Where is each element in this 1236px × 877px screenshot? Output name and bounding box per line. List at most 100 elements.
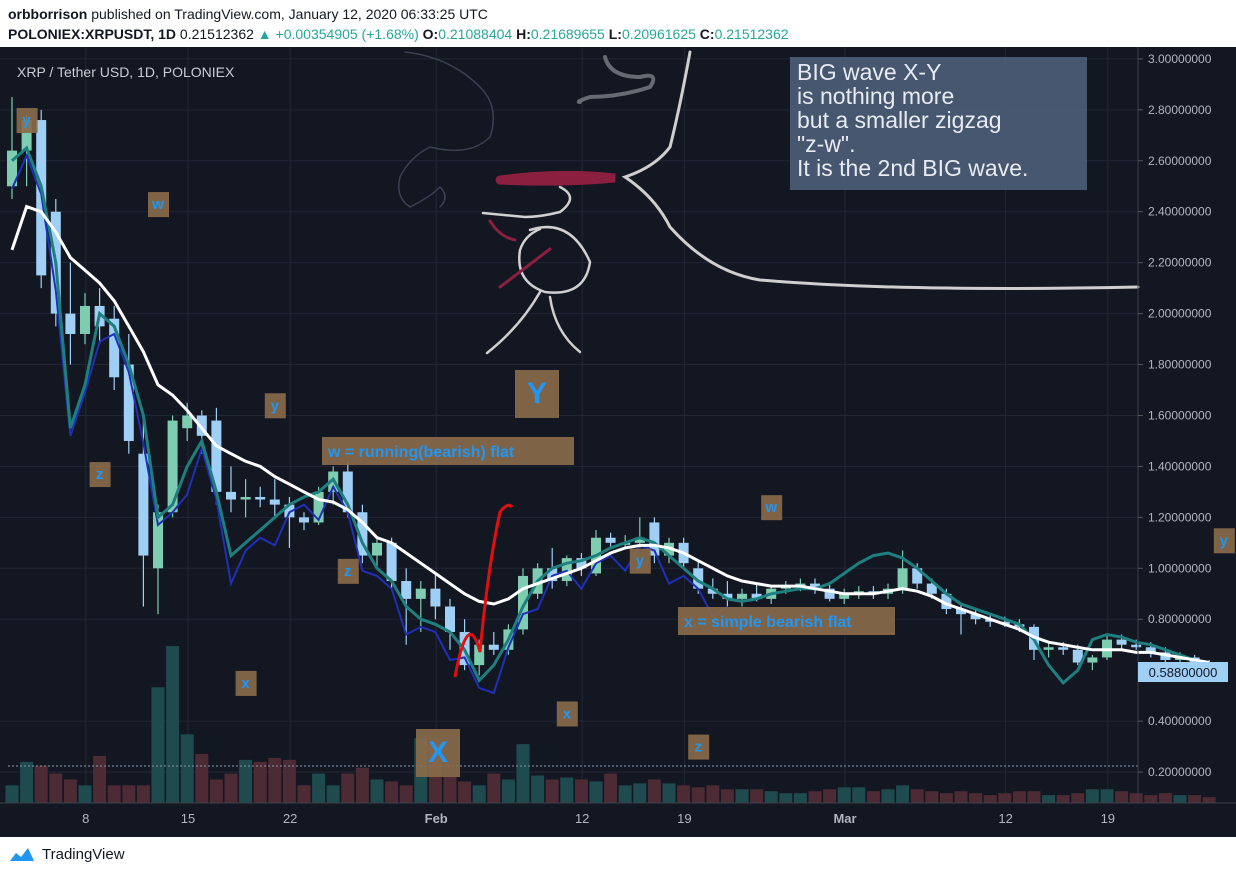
volume-bar <box>443 775 457 803</box>
y-tick-label: 3.00000000 <box>1148 52 1212 66</box>
hand-drawing <box>398 50 1140 355</box>
x-tick-label: 15 <box>181 811 195 826</box>
y-tick-label: 1.20000000 <box>1148 510 1212 524</box>
volume-bar <box>823 789 837 803</box>
y-tick-label: 0.80000000 <box>1148 612 1212 626</box>
annotation-text: BIG wave X-Y is nothing more but a smaller… <box>797 59 1028 181</box>
x-tick-label: 12 <box>998 811 1012 826</box>
volume-bar <box>662 783 676 803</box>
volume-bar <box>1158 793 1172 803</box>
x-tick-label: 22 <box>283 811 297 826</box>
volume-bar <box>399 785 413 803</box>
volume-bar <box>954 791 968 803</box>
candle-body <box>153 512 163 569</box>
volume-bar <box>341 773 355 803</box>
published-text: published on TradingView.com, January 12… <box>91 6 488 22</box>
candle-body <box>912 568 923 584</box>
volume-bar <box>618 785 632 803</box>
volume-bar <box>677 785 691 803</box>
wave-label-text: x <box>563 705 572 722</box>
wave-label-text: y <box>636 553 645 570</box>
candle-body <box>926 583 937 594</box>
price-chart[interactable]: ywzyzxyxzwyzw w = running(bearish) flat … <box>0 47 1236 837</box>
publish-line: orbborrison published on TradingView.com… <box>8 6 488 22</box>
wave-label-x: x <box>235 670 257 696</box>
candle-body <box>167 420 178 513</box>
annotation-line: is nothing more <box>797 83 954 109</box>
volume-bar <box>312 773 326 803</box>
volume-bar <box>209 779 223 803</box>
volume-bar <box>808 791 822 803</box>
low-label: L: <box>608 26 622 42</box>
y-tick-label: 2.40000000 <box>1148 205 1212 219</box>
x-flat-text: x = simple bearish flat <box>684 614 852 631</box>
candle-body <box>518 575 528 630</box>
y-tick-label: 2.80000000 <box>1148 103 1212 117</box>
candle-body <box>401 581 412 599</box>
tradingview-logo-text: TradingView <box>42 845 125 863</box>
volume-bar <box>983 795 997 803</box>
close-value: 0.21512362 <box>714 26 789 42</box>
wave-label-text: y <box>271 397 280 414</box>
high-label: H: <box>516 26 531 42</box>
wave-label-text: y <box>22 112 31 129</box>
volume-bar <box>136 785 150 803</box>
wave-label-text: z <box>344 563 352 580</box>
candle-body <box>561 558 572 582</box>
volume-bar <box>706 785 720 803</box>
volume-bar <box>326 785 340 803</box>
volume-bar <box>385 781 399 803</box>
y-tick-label: 2.00000000 <box>1148 307 1212 321</box>
y-axis: 0.20000000 0.40000000 0.80000000 1.00000000… <box>1138 52 1212 779</box>
close-label: C: <box>699 26 715 42</box>
open-label: O: <box>422 26 439 42</box>
volume-bar <box>34 765 48 803</box>
candle-body <box>138 453 149 556</box>
wave-label-y: y <box>264 393 286 419</box>
volume-bar <box>5 785 19 803</box>
volume-bar <box>239 759 253 803</box>
label-big-y: Y <box>515 370 559 418</box>
wave-label-w: w <box>148 192 169 218</box>
candle-body <box>547 568 558 582</box>
big-y-text: Y <box>527 377 547 410</box>
wave-label-y: y <box>629 548 651 574</box>
ma-white-line <box>10 204 1210 664</box>
candle-body <box>240 496 251 500</box>
candle-body <box>211 420 222 492</box>
y-tick-label: 1.40000000 <box>1148 459 1212 473</box>
candle-body <box>956 609 966 615</box>
candle-body <box>255 496 266 500</box>
x-axis: 8 15 22 Feb 12 19 Mar 12 19 <box>82 811 1115 826</box>
y-tick-label: 0.20000000 <box>1148 765 1212 779</box>
candle-body <box>751 593 762 599</box>
candle-body <box>342 471 353 513</box>
candle-body <box>386 542 397 582</box>
low-value: 0.20961625 <box>621 26 696 42</box>
candle-body <box>123 364 134 441</box>
x-tick-label: Mar <box>833 811 856 826</box>
volume-bar <box>1144 795 1158 803</box>
author-name[interactable]: orbborrison <box>8 6 88 22</box>
x-tick-label: 19 <box>1101 811 1115 826</box>
volume-bar <box>516 744 530 803</box>
y-tick-label: 0.40000000 <box>1148 714 1212 728</box>
volume-bar <box>1042 795 1056 803</box>
volume-bar <box>224 773 238 803</box>
volume-bar <box>852 787 866 803</box>
y-tick-label: 1.80000000 <box>1148 358 1212 372</box>
candle-body <box>737 593 747 599</box>
volume-bar <box>355 767 369 803</box>
volume-bar <box>63 779 77 803</box>
volume-bar <box>939 793 953 803</box>
volume-bar <box>574 779 588 803</box>
wave-label-text: w <box>151 196 164 213</box>
tradingview-logo[interactable]: TradingView <box>8 845 125 863</box>
volume-bar <box>1012 791 1026 803</box>
wave-label-text: z <box>96 466 104 483</box>
x-tick-label: 19 <box>677 811 691 826</box>
candle-body <box>21 120 32 151</box>
volume-bar <box>282 759 296 803</box>
volume-bar <box>545 779 559 803</box>
candle-body <box>415 588 426 599</box>
